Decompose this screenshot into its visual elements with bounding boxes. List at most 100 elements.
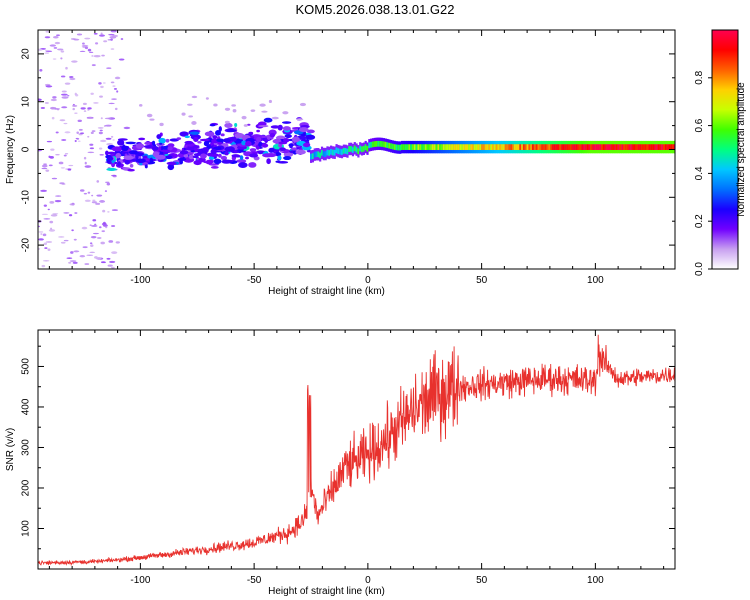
noise-speck bbox=[107, 211, 110, 213]
noise-speck bbox=[91, 201, 97, 204]
spectral-blob bbox=[179, 150, 189, 155]
line-core bbox=[632, 144, 635, 150]
spectral-blob bbox=[275, 151, 282, 157]
line-core bbox=[473, 144, 476, 150]
spectral-blob bbox=[283, 155, 292, 161]
noise-speck bbox=[101, 230, 106, 233]
line-core bbox=[326, 149, 329, 156]
noise-speck bbox=[105, 226, 108, 229]
spectral-outlier bbox=[232, 109, 237, 113]
noise-speck bbox=[116, 90, 119, 93]
spectral-blob bbox=[277, 161, 289, 164]
line-core bbox=[532, 144, 535, 150]
noise-speck bbox=[47, 248, 51, 252]
spectral-blob bbox=[266, 158, 271, 165]
noise-speck bbox=[87, 107, 92, 110]
noise-speck bbox=[79, 255, 86, 258]
line-core bbox=[584, 144, 588, 150]
line-core bbox=[330, 148, 333, 155]
noise-speck bbox=[73, 238, 77, 241]
noise-speck bbox=[92, 199, 96, 201]
spectral-blob bbox=[210, 148, 217, 155]
line-core bbox=[391, 143, 395, 150]
noise-speck bbox=[111, 209, 118, 211]
snr-line bbox=[38, 334, 675, 567]
spectral-blob bbox=[185, 146, 195, 151]
spectral-outlier bbox=[296, 118, 304, 121]
noise-speck bbox=[58, 236, 65, 238]
spectral-blob bbox=[303, 142, 311, 148]
noise-speck bbox=[85, 263, 89, 265]
noise-speck bbox=[79, 50, 86, 53]
line-core bbox=[508, 144, 511, 150]
line-core bbox=[590, 144, 593, 150]
line-core bbox=[442, 144, 446, 150]
line-core bbox=[650, 144, 653, 150]
noise-speck bbox=[53, 107, 61, 110]
spectral-blob bbox=[224, 146, 235, 152]
noise-speck bbox=[99, 129, 103, 132]
line-core bbox=[566, 144, 569, 150]
spectral-outlier bbox=[191, 121, 197, 125]
line-core bbox=[382, 141, 385, 148]
spectral-blob bbox=[290, 147, 299, 151]
noise-speck bbox=[44, 52, 49, 54]
line-core bbox=[586, 144, 589, 150]
line-core bbox=[351, 147, 355, 153]
line-core bbox=[537, 144, 540, 150]
noise-speck bbox=[38, 48, 43, 51]
snr-x-tick-label: 100 bbox=[587, 575, 604, 586]
line-core bbox=[486, 144, 489, 150]
spectral-blob bbox=[106, 167, 117, 171]
noise-speck bbox=[76, 131, 79, 134]
noise-speck bbox=[53, 47, 58, 49]
noise-speck bbox=[48, 164, 53, 167]
spectral-blob bbox=[241, 140, 247, 146]
noise-speck bbox=[99, 154, 104, 156]
noise-speck bbox=[39, 68, 43, 72]
noise-speck bbox=[84, 199, 91, 202]
spectral-blob bbox=[300, 133, 307, 137]
line-core bbox=[461, 144, 464, 150]
noise-speck bbox=[97, 237, 102, 239]
line-core bbox=[615, 144, 618, 150]
noise-speck bbox=[90, 92, 94, 95]
noise-speck bbox=[99, 200, 106, 203]
spectral-outlier bbox=[250, 109, 256, 112]
noise-speck bbox=[49, 200, 55, 204]
spectral-outlier bbox=[224, 120, 230, 124]
line-core bbox=[384, 141, 387, 148]
spectral-blob bbox=[144, 164, 148, 169]
spectral-blob bbox=[291, 136, 300, 143]
spectrogram-y-tick-label: 0 bbox=[21, 146, 32, 152]
noise-speck bbox=[91, 194, 94, 197]
line-core bbox=[581, 144, 584, 150]
noise-speck bbox=[95, 42, 99, 45]
line-core bbox=[633, 144, 637, 150]
line-core bbox=[357, 148, 360, 155]
spectral-blob bbox=[144, 141, 151, 145]
noise-speck bbox=[66, 257, 73, 259]
line-core bbox=[379, 140, 382, 147]
line-core bbox=[512, 144, 515, 150]
line-core bbox=[579, 144, 582, 150]
noise-speck bbox=[69, 75, 74, 79]
noise-speck bbox=[60, 75, 66, 78]
spectral-blob bbox=[197, 140, 202, 144]
line-core bbox=[575, 144, 578, 150]
noise-speck bbox=[102, 82, 106, 84]
line-core bbox=[630, 144, 633, 150]
spectrogram-x-axis-label: Height of straight line (km) bbox=[268, 286, 385, 297]
line-core bbox=[644, 144, 648, 150]
spectral-outlier bbox=[261, 110, 268, 113]
noise-speck bbox=[59, 119, 66, 122]
spectral-blob bbox=[221, 159, 232, 164]
noise-speck bbox=[100, 261, 106, 263]
line-core bbox=[388, 142, 391, 149]
noise-speck bbox=[45, 169, 50, 172]
noise-speck bbox=[84, 161, 87, 165]
noise-speck bbox=[92, 232, 99, 235]
line-core bbox=[524, 144, 527, 150]
line-core bbox=[597, 144, 600, 150]
snr-x-tick-label: 0 bbox=[365, 575, 371, 586]
